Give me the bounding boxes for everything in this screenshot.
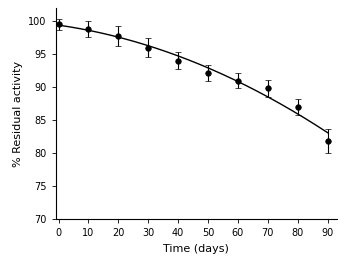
X-axis label: Time (days): Time (days) <box>163 244 229 254</box>
Y-axis label: % Residual activity: % Residual activity <box>12 60 23 167</box>
